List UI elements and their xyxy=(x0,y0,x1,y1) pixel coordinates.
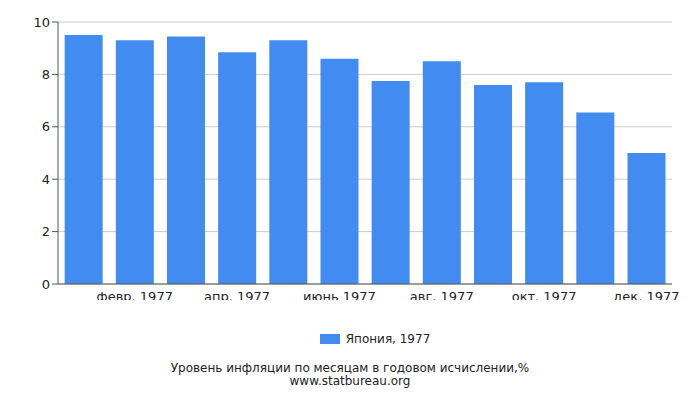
svg-text:апр. 1977: апр. 1977 xyxy=(204,289,270,300)
svg-text:июнь 1977: июнь 1977 xyxy=(303,289,376,300)
svg-text:окт. 1977: окт. 1977 xyxy=(512,289,577,300)
svg-text:дек. 1977: дек. 1977 xyxy=(613,289,679,300)
svg-text:2: 2 xyxy=(42,224,50,239)
svg-text:0: 0 xyxy=(42,277,50,292)
svg-text:февр. 1977: февр. 1977 xyxy=(97,289,173,300)
svg-text:авг. 1977: авг. 1977 xyxy=(410,289,474,300)
svg-text:4: 4 xyxy=(42,172,50,187)
html-text:Япония, 1977: Япония, 1977 xyxy=(345,332,431,346)
svg-text:6: 6 xyxy=(42,119,50,134)
html-text:www.statbureau.org: www.statbureau.org xyxy=(289,374,411,388)
svg-text:8: 8 xyxy=(42,67,50,82)
svg-text:10: 10 xyxy=(33,15,50,30)
html-text:Уровень инфляции по месяцам в: Уровень инфляции по месяцам в годовом ис… xyxy=(170,361,530,375)
